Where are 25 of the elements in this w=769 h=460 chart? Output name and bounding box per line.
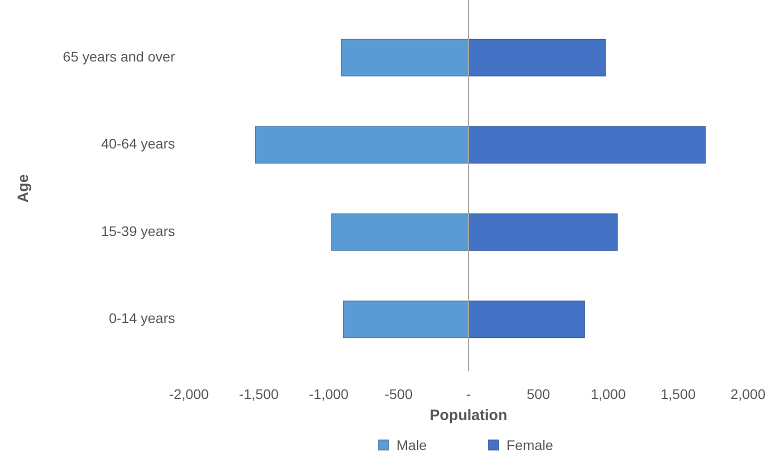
bar — [340, 38, 469, 76]
y-tick-label: 40-64 years — [101, 136, 175, 152]
bar — [468, 126, 706, 164]
x-tick-label: -1,000 — [308, 386, 349, 402]
legend-label: Male — [396, 437, 428, 453]
x-tick-label: -500 — [384, 386, 413, 402]
x-tick-label: 1,500 — [660, 386, 696, 402]
bar — [254, 126, 469, 164]
x-axis-title: Population — [430, 407, 508, 424]
y-axis-title: Age — [15, 174, 32, 203]
y-tick-label: 65 years and over — [62, 48, 176, 64]
legend-label: Female — [506, 437, 554, 453]
x-tick-label: 2,000 — [730, 386, 766, 402]
x-tick-label: 1,000 — [590, 386, 626, 402]
bar — [468, 38, 606, 76]
bar — [468, 300, 585, 338]
y-tick-label: 15-39 years — [101, 222, 175, 239]
bar — [343, 300, 469, 338]
x-tick-label: - — [466, 386, 472, 402]
x-tick-label: -2,000 — [169, 386, 210, 402]
bar — [468, 213, 618, 251]
y-tick-label: 0-14 years — [108, 310, 175, 326]
x-tick-label: 500 — [526, 386, 550, 402]
x-tick-label: -1,500 — [239, 386, 279, 402]
bar — [331, 213, 469, 251]
